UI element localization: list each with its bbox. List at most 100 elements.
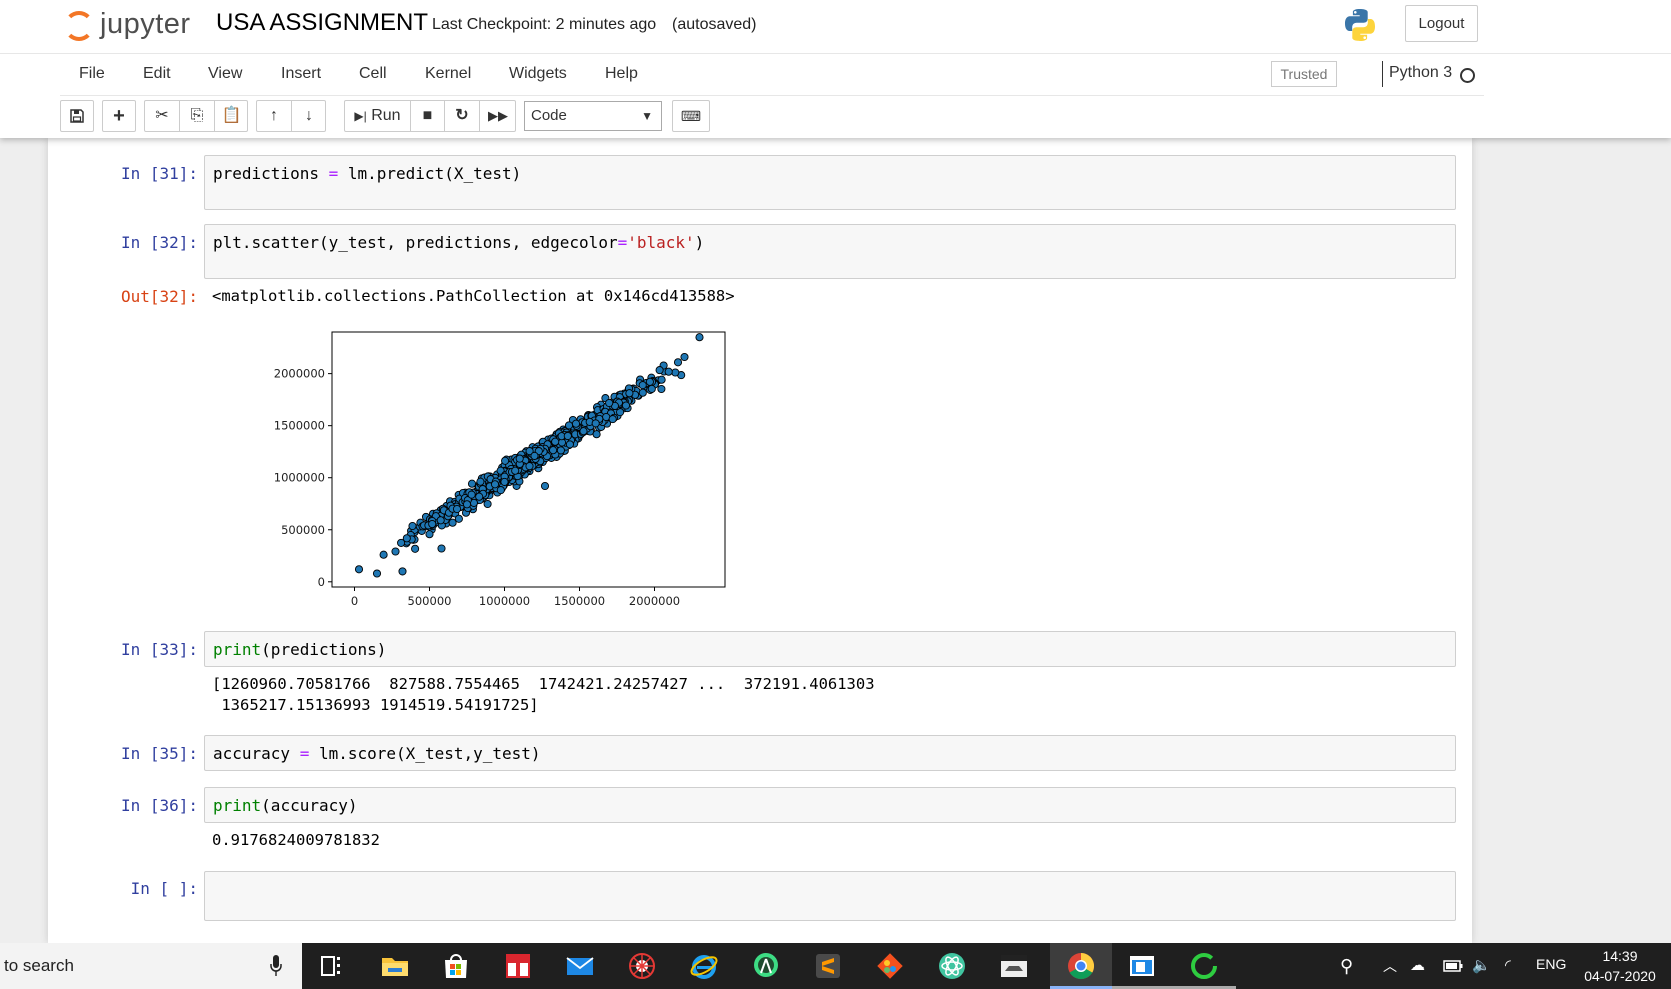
menu-kernel[interactable]: Kernel <box>425 65 472 82</box>
scatter-point <box>621 401 631 410</box>
scatter-point <box>408 521 417 531</box>
menu-cell[interactable]: Cell <box>359 65 387 82</box>
scatter-point <box>437 544 446 553</box>
task-view-icon[interactable] <box>318 951 348 981</box>
code-cell-input[interactable]: accuracy = lm.score(X_test,y_test) <box>204 735 1456 771</box>
scatter-point <box>391 547 400 556</box>
sublime-text-icon[interactable] <box>813 951 843 981</box>
output-prompt: Out[32]: <box>120 287 198 306</box>
menu-view[interactable]: View <box>208 65 243 82</box>
insert-cell-button[interactable]: + <box>102 100 136 132</box>
copy-button[interactable]: ⎘ <box>180 101 215 131</box>
step-forward-icon: ▶| <box>354 109 367 123</box>
window-app-icon[interactable] <box>1127 951 1157 981</box>
scatter-point <box>448 518 457 527</box>
move-down-button[interactable]: ↓ <box>292 101 326 131</box>
move-up-button[interactable]: ↑ <box>257 101 292 131</box>
scatter-point <box>428 519 437 529</box>
trusted-indicator[interactable]: Trusted <box>1271 61 1337 87</box>
cell-type-value: Code <box>531 107 567 124</box>
paste-button[interactable]: 📋 <box>215 101 248 131</box>
taskbar-search[interactable]: to search <box>0 943 302 989</box>
scatter-point <box>551 437 560 446</box>
x-tick-label: 1000000 <box>479 594 530 608</box>
gift-icon[interactable] <box>503 951 533 981</box>
search-text: to search <box>4 956 74 975</box>
scatter-point <box>530 451 539 460</box>
loading-app-icon[interactable] <box>1189 951 1219 981</box>
code-cell-input[interactable]: print(accuracy) <box>204 787 1456 823</box>
mail-icon[interactable] <box>565 951 595 981</box>
chrome-icon[interactable] <box>1066 951 1096 981</box>
logo-text: jupyter <box>100 8 191 40</box>
wifi-icon[interactable]: ◜ <box>1505 957 1511 974</box>
autosave-status: (autosaved) <box>672 16 757 33</box>
menu-edit[interactable]: Edit <box>143 65 171 82</box>
menu-help[interactable]: Help <box>605 65 638 82</box>
scatter-plot: 0 500000 1000000 1500000 2000000 0 500000 10000… <box>274 331 726 608</box>
run-button[interactable]: ▶| Run <box>345 101 411 131</box>
cell-type-select[interactable]: Code ▼ <box>524 101 662 131</box>
code-text: print(predictions) <box>213 640 387 659</box>
input-language[interactable]: ENG <box>1536 956 1567 972</box>
cut-button[interactable]: ✂ <box>145 101 180 131</box>
menu-insert[interactable]: Insert <box>281 65 322 82</box>
interrupt-button[interactable]: ■ <box>411 101 445 131</box>
command-palette-button[interactable]: ⌨ <box>672 100 710 132</box>
cell-output: 0.9176824009781832 <box>212 831 380 849</box>
scatter-point <box>467 479 477 488</box>
file-explorer-icon[interactable] <box>380 951 410 981</box>
cell-output-line: [1260960.70581766 827588.7554465 1742421… <box>212 675 875 693</box>
code-cell-input[interactable] <box>204 871 1456 921</box>
people-icon[interactable]: ⚲ <box>1340 956 1354 976</box>
cell-prompt: In [33]: <box>120 640 198 659</box>
battery-icon[interactable] <box>1443 960 1463 972</box>
checkpoint-status: Last Checkpoint: 2 minutes ago <box>432 16 657 33</box>
cell-prompt: In [32]: <box>120 233 198 252</box>
clock-time: 14:39 <box>1602 948 1638 964</box>
scatter-point <box>467 490 476 499</box>
scatter-point <box>452 504 462 514</box>
onedrive-icon[interactable]: ☁ <box>1410 957 1425 974</box>
code-cell-input[interactable]: plt.scatter(y_test, predictions, edgecol… <box>204 224 1456 279</box>
notebook-title[interactable]: USA ASSIGNMENT <box>216 9 429 36</box>
scatter-point <box>425 530 434 539</box>
volume-icon[interactable]: 🔈 <box>1472 957 1491 974</box>
spider-app-icon[interactable] <box>627 951 657 981</box>
git-icon[interactable] <box>875 951 905 981</box>
y-tick-label: 500000 <box>281 523 325 537</box>
scatter-point <box>525 447 534 456</box>
cell-output-line: 1365217.15136993 1914519.54191725] <box>212 696 539 714</box>
racing-game-icon[interactable] <box>999 951 1029 981</box>
scatter-point <box>579 427 588 436</box>
save-button[interactable] <box>60 100 94 132</box>
code-cell-input[interactable]: predictions = lm.predict(X_test) <box>204 155 1456 210</box>
atom-icon[interactable] <box>937 951 967 981</box>
microphone-icon[interactable] <box>270 955 282 977</box>
kernel-name[interactable]: Python 3 <box>1389 64 1453 81</box>
menu-file[interactable]: File <box>79 65 105 82</box>
arrow-up-icon: ↑ <box>270 107 278 124</box>
scissors-icon: ✂ <box>155 107 169 124</box>
notebook-container: In [31]: predictions = lm.predict(X_test… <box>48 138 1472 943</box>
system-clock[interactable]: 14:39 04-07-2020 <box>1580 946 1660 986</box>
paste-icon: 📋 <box>221 107 242 124</box>
logout-button[interactable]: Logout <box>1405 5 1478 42</box>
scatter-point <box>454 514 463 523</box>
android-studio-icon[interactable] <box>751 951 781 981</box>
scatter-point <box>501 456 510 465</box>
scatter-point <box>462 500 472 509</box>
internet-explorer-icon[interactable] <box>689 951 719 981</box>
save-icon <box>70 109 84 123</box>
show-hidden-icons-icon[interactable]: ︿ <box>1383 958 1397 974</box>
scatter-point <box>476 477 485 486</box>
window-app-indicator <box>1112 986 1174 989</box>
restart-run-all-button[interactable]: ▶▶ <box>480 101 516 131</box>
edit-button-group: ✂ ⎘ 📋 <box>144 100 248 132</box>
store-icon[interactable] <box>441 951 471 981</box>
menu-widgets[interactable]: Widgets <box>509 65 567 82</box>
scatter-point <box>397 538 406 547</box>
code-cell-input[interactable]: print(predictions) <box>204 631 1456 667</box>
jupyter-logo[interactable]: jupyter <box>64 8 204 46</box>
restart-button[interactable]: ↻ <box>445 101 480 131</box>
